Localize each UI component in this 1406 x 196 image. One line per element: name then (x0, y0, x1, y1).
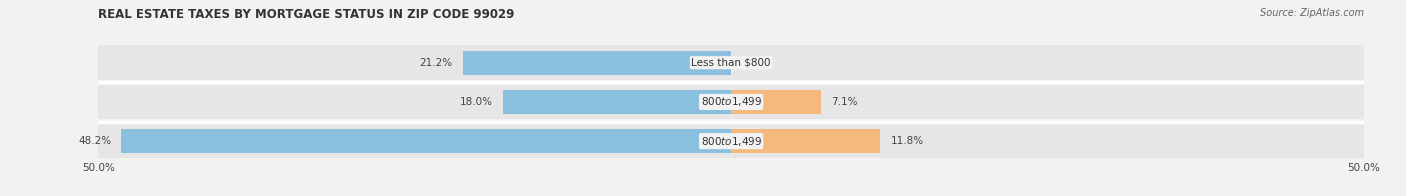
Text: 0.0%: 0.0% (741, 58, 768, 68)
Text: 7.1%: 7.1% (831, 97, 858, 107)
Text: Less than $800: Less than $800 (692, 58, 770, 68)
Bar (98, 124, 1364, 158)
Text: Source: ZipAtlas.com: Source: ZipAtlas.com (1260, 8, 1364, 18)
Text: $800 to $1,499: $800 to $1,499 (700, 135, 762, 148)
Text: 48.2%: 48.2% (77, 136, 111, 146)
Bar (463, 51, 731, 75)
Text: REAL ESTATE TAXES BY MORTGAGE STATUS IN ZIP CODE 99029: REAL ESTATE TAXES BY MORTGAGE STATUS IN … (98, 8, 515, 21)
Text: $800 to $1,499: $800 to $1,499 (700, 95, 762, 108)
Bar (98, 85, 1364, 119)
Text: 21.2%: 21.2% (419, 58, 453, 68)
Bar (731, 129, 880, 153)
Bar (731, 90, 821, 114)
Text: 18.0%: 18.0% (460, 97, 494, 107)
Bar (98, 45, 1364, 80)
Text: 11.8%: 11.8% (890, 136, 924, 146)
Bar (503, 90, 731, 114)
Bar (121, 129, 731, 153)
